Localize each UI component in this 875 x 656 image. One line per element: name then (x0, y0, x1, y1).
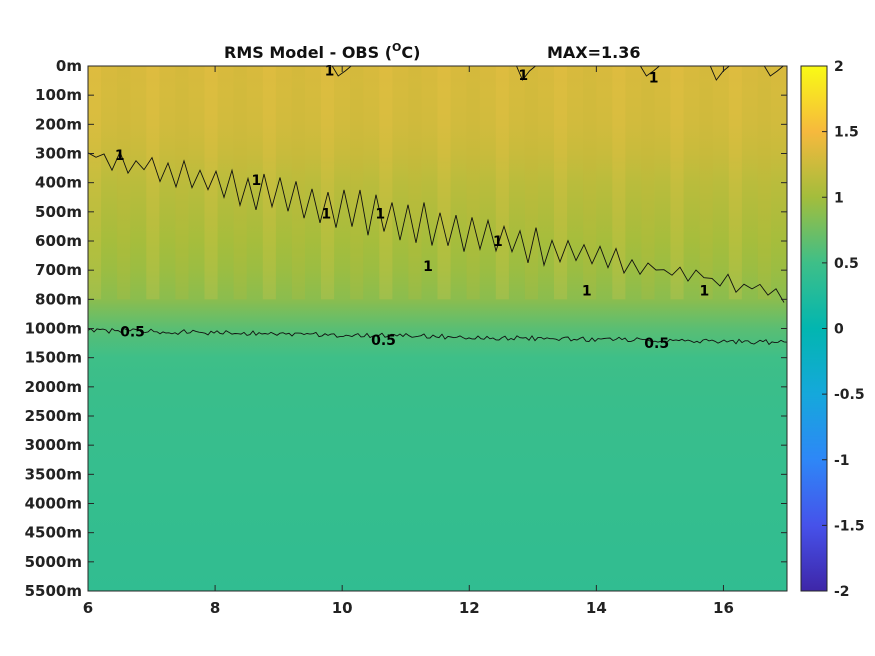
x-axis: 6 8 10 12 14 16 (83, 66, 734, 617)
contour-line-1-surface (331, 66, 352, 77)
max-value-label: MAX=1.36 (547, 43, 641, 62)
variability-stripe (524, 66, 538, 300)
y-tick-label: 0m (56, 57, 82, 75)
colorbar-tick-label: 0.5 (834, 256, 859, 272)
contour-lines (88, 66, 787, 346)
contour-label: 0.5 (120, 324, 145, 340)
contour-label: 1 (493, 234, 503, 250)
colorbar-ticks: 2 1.5 1 0.5 0 -0.5 -1 -1.5 -2 (822, 59, 865, 600)
colorbar-tick-label: 0 (834, 322, 844, 338)
y-axis: 0m 100m 200m 300m 400m 500m 600m 700m 800m 1000m 1… (25, 57, 787, 600)
contour-line-1 (88, 150, 785, 303)
y-tick-label: 2000m (25, 378, 82, 396)
y-tick-label: 100m (35, 86, 82, 104)
contour-label: 1 (115, 148, 125, 164)
contour-line-1-surface (709, 66, 730, 81)
y-tick-label: 5500m (25, 582, 82, 600)
contour-label: 1 (582, 284, 592, 300)
variability-stripe (554, 66, 568, 300)
x-tick-label: 16 (713, 599, 734, 617)
contour-line-1-surface (763, 66, 784, 77)
contour-label: 1 (518, 68, 528, 84)
colorbar-tick-label: -1 (834, 453, 850, 469)
colorbar-tick-label: 1 (834, 190, 844, 206)
contour-label: 1 (649, 71, 659, 87)
variability-stripe (146, 66, 160, 300)
y-tick-label: 3000m (25, 436, 82, 454)
contour-line-1-surface (640, 66, 660, 77)
y-tick-label: 1500m (25, 349, 82, 367)
y-tick-label: 4500m (25, 524, 82, 542)
heatmap-field (88, 66, 787, 591)
variability-stripe (670, 66, 684, 300)
colorbar: 2 1.5 1 0.5 0 -0.5 -1 -1.5 -2 (800, 59, 865, 600)
y-tick-label: 3500m (25, 465, 82, 483)
contour-line-1-surface (516, 66, 536, 81)
variability-stripe (641, 66, 655, 300)
y-tick-label: 500m (35, 203, 82, 221)
y-tick-label: 800m (35, 290, 82, 308)
y-tick-label: 4000m (25, 495, 82, 513)
y-tick-label: 700m (35, 261, 82, 279)
x-tick-label: 14 (586, 599, 607, 617)
colorbar-tick-label: 2 (834, 59, 844, 75)
variability-stripe (262, 66, 276, 300)
contour-label: 1 (252, 173, 262, 189)
variability-stripe (437, 66, 451, 300)
contour-label: 1 (700, 284, 710, 300)
contour-line-0.5 (88, 327, 787, 346)
colorbar-tick-label: -0.5 (834, 387, 865, 403)
variability-stripe (321, 66, 335, 300)
contour-label: 1 (375, 206, 385, 222)
variability-stripe (728, 66, 742, 300)
x-tick-label: 6 (83, 599, 93, 617)
variability-stripe (757, 66, 771, 300)
chart-title: RMS Model - OBS (OC) (224, 41, 420, 62)
variability-stripe (291, 66, 305, 300)
y-tick-label: 600m (35, 232, 82, 250)
y-tick-label: 1000m (25, 320, 82, 338)
y-tick-label: 300m (35, 145, 82, 163)
contour-label: 1 (321, 206, 331, 222)
colorbar-tick-label: 1.5 (834, 125, 859, 141)
colorbar-tick-label: -2 (834, 584, 850, 600)
variability-stripe (379, 66, 393, 300)
y-tick-label: 200m (35, 115, 82, 133)
variability-stripe (612, 66, 626, 300)
y-tick-label: 5000m (25, 553, 82, 571)
contour-label: 0.5 (371, 333, 396, 349)
contour-label: 0.5 (644, 336, 669, 352)
x-tick-label: 8 (210, 599, 220, 617)
variability-stripe (408, 66, 422, 300)
y-tick-label: 2500m (25, 407, 82, 425)
variability-stripe (699, 66, 713, 300)
variability-stripe (175, 66, 189, 300)
variability-stripe (495, 66, 509, 300)
contour-label: 1 (423, 259, 433, 275)
colorbar-tick-label: -1.5 (834, 518, 865, 534)
variability-stripe (233, 66, 247, 300)
variability-stripe (583, 66, 597, 300)
x-tick-label: 10 (332, 599, 353, 617)
x-tick-label: 12 (459, 599, 480, 617)
plot-area: 1 1 1 1 1 1 1 1 1 1 1 0.5 0.5 0.5 (87, 63, 788, 592)
variability-stripe (466, 66, 480, 300)
variability-stripe (350, 66, 364, 300)
heatmap-variability (88, 66, 771, 300)
contour-label: 1 (325, 63, 335, 79)
variability-stripe (117, 66, 131, 300)
contour-labels: 1 1 1 1 1 1 1 1 1 1 1 0.5 0.5 0.5 (115, 63, 709, 352)
y-tick-label: 400m (35, 174, 82, 192)
